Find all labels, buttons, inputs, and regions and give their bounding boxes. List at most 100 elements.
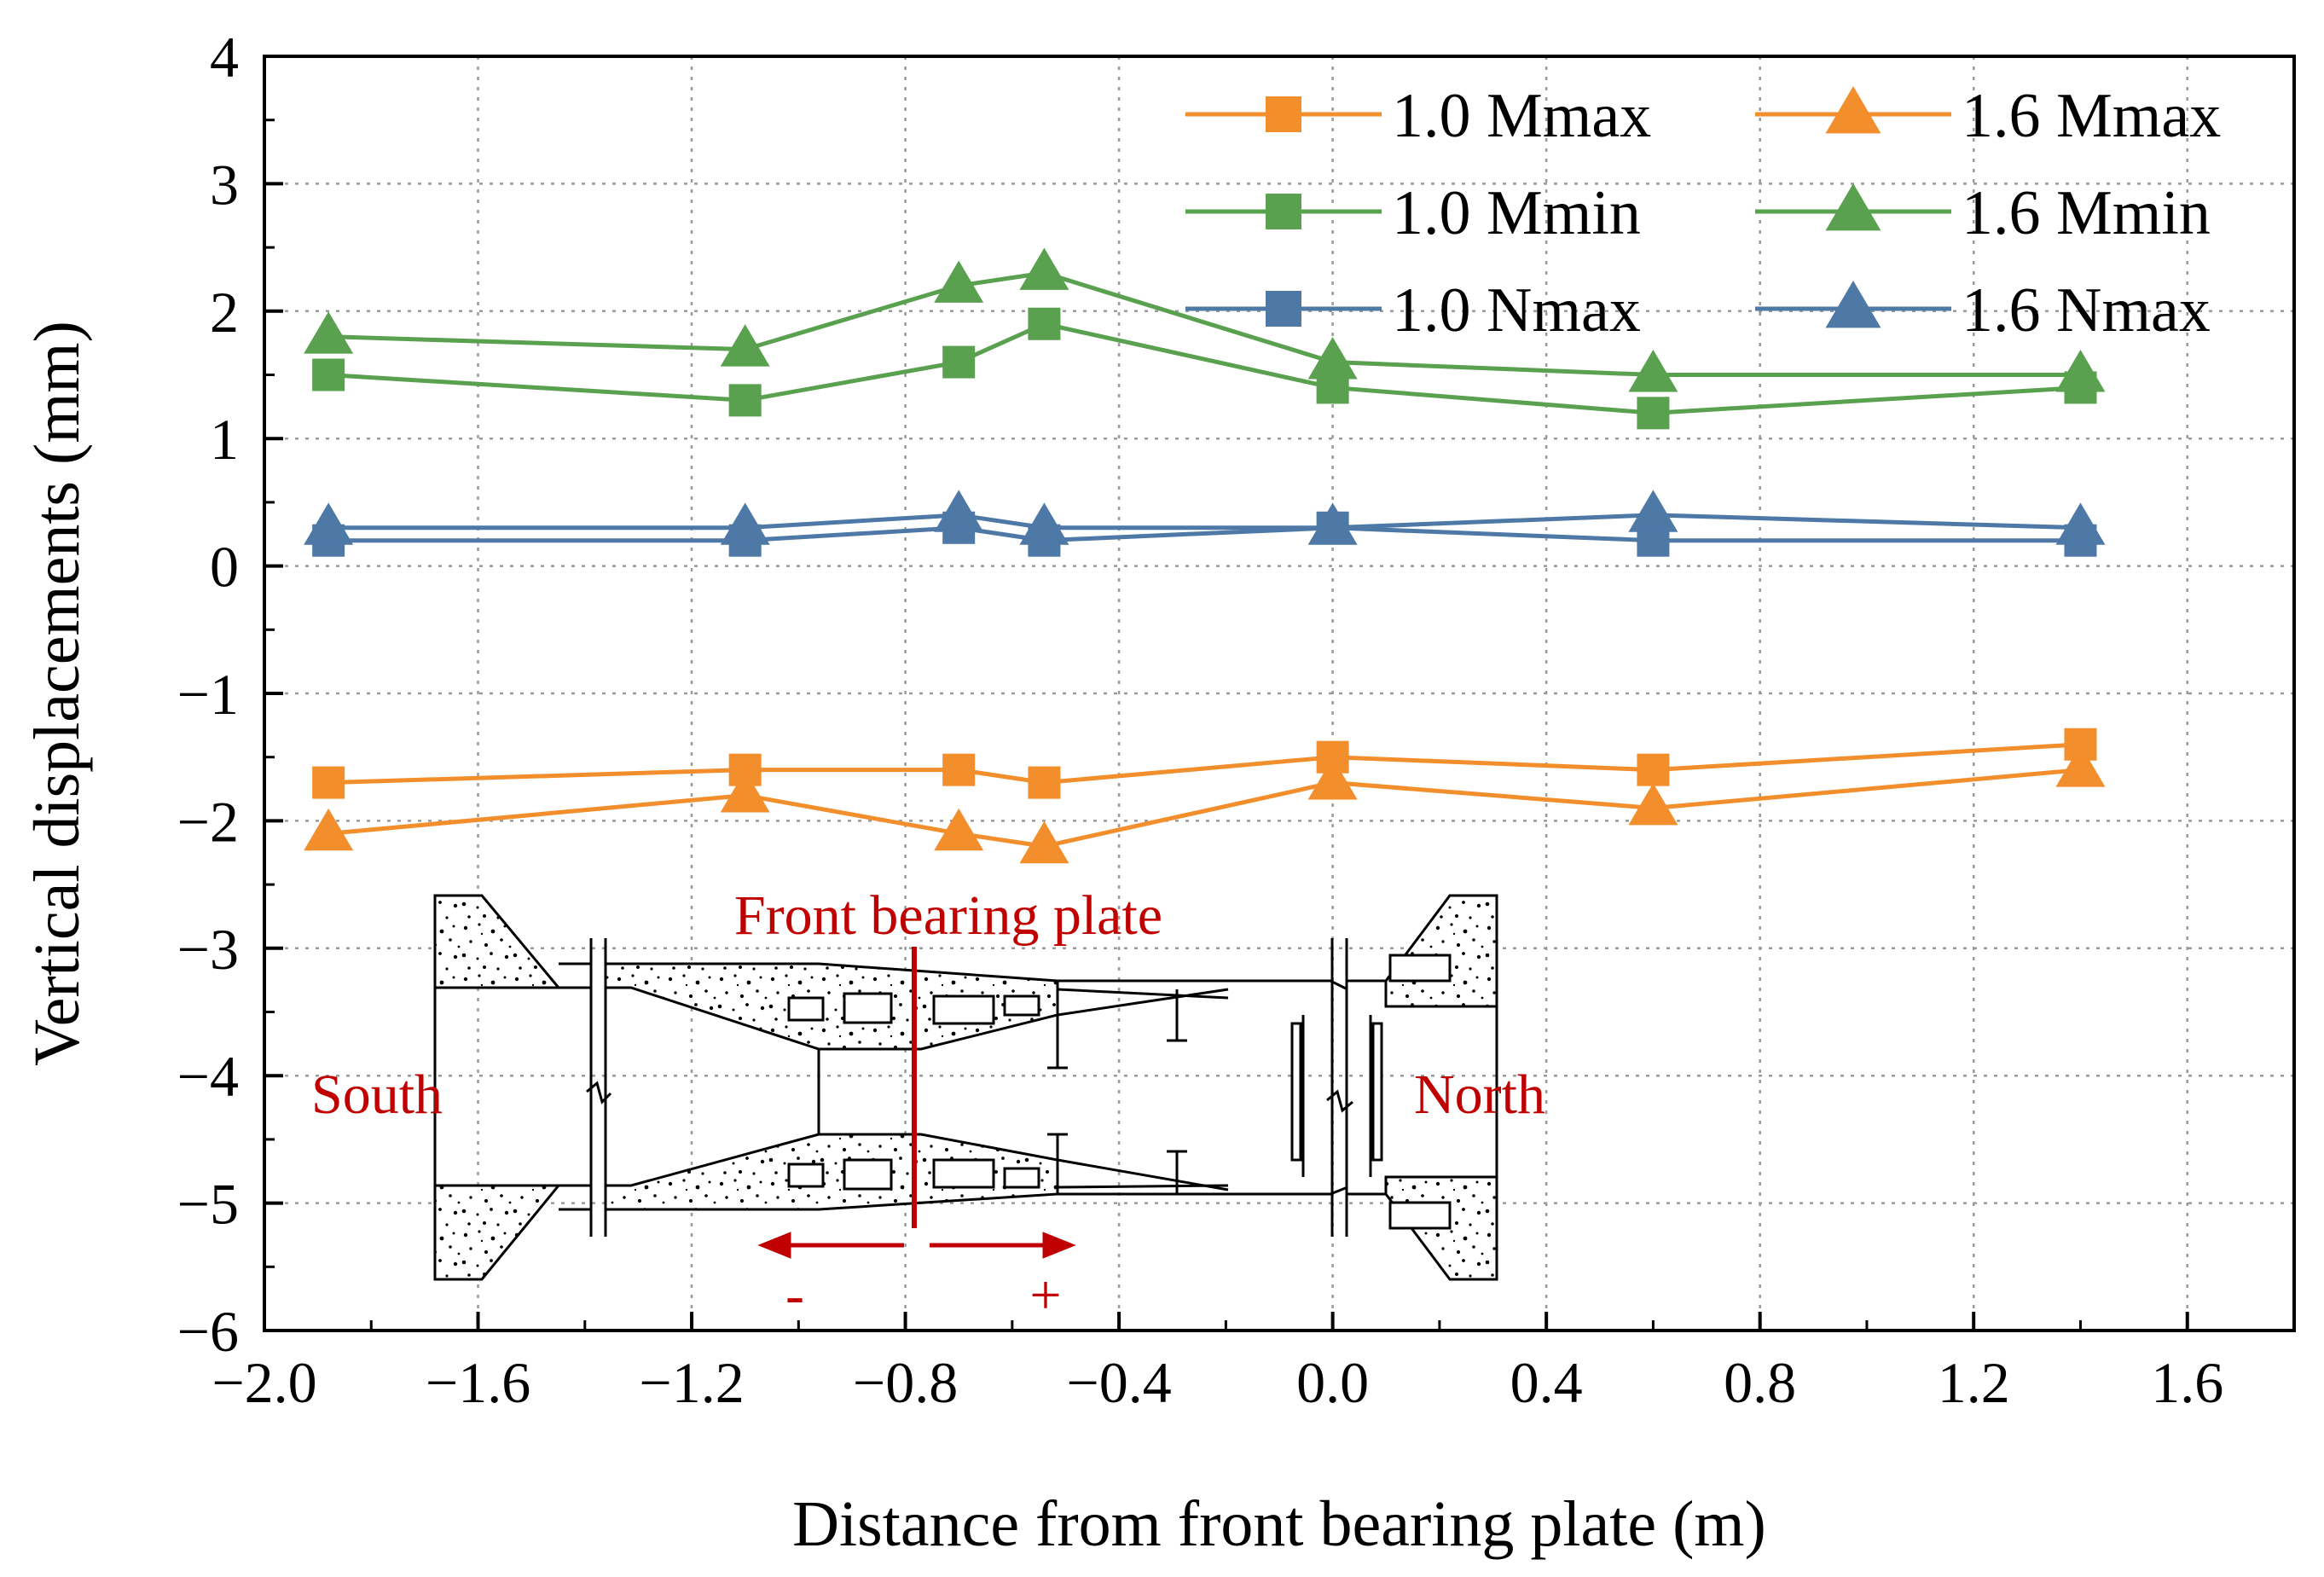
data-point bbox=[934, 490, 984, 532]
x-tick-label: −0.4 bbox=[1066, 1350, 1171, 1415]
legend-label: 1.0 Mmin bbox=[1392, 178, 1641, 248]
steel-girder-upper bbox=[1058, 979, 1348, 991]
data-point bbox=[1019, 820, 1069, 864]
legend-marker bbox=[1825, 183, 1881, 231]
data-point bbox=[1637, 397, 1670, 430]
data-point bbox=[1019, 502, 1069, 545]
concrete-wedge-upper bbox=[604, 962, 1059, 1051]
south-end-block-top bbox=[433, 894, 562, 989]
data-point bbox=[942, 753, 976, 786]
x-tick-label: 1.2 bbox=[1938, 1350, 2010, 1415]
legend-marker bbox=[1266, 291, 1301, 327]
data-point bbox=[304, 502, 354, 545]
series-1_6-nmax bbox=[304, 490, 2106, 545]
south-break-zigzag bbox=[586, 1081, 612, 1104]
data-point bbox=[720, 770, 770, 813]
legend-label: 1.6 Nmax bbox=[1962, 275, 2211, 345]
data-point bbox=[312, 766, 345, 799]
cell-void-1 bbox=[787, 996, 825, 1022]
y-tick-label: 3 bbox=[210, 152, 239, 217]
data-point bbox=[2055, 350, 2106, 392]
data-point bbox=[934, 260, 984, 303]
y-tick-label: 0 bbox=[210, 535, 239, 600]
steel-girder-upper-flange bbox=[1057, 988, 1229, 1017]
legend-marker bbox=[1266, 194, 1301, 229]
x-tick-label: 1.6 bbox=[2151, 1350, 2223, 1415]
legend-label: 1.0 Nmax bbox=[1392, 275, 1641, 345]
cell-void-4 bbox=[1003, 994, 1040, 1017]
cell-void-7 bbox=[932, 1158, 995, 1189]
north-label: North bbox=[1414, 1064, 1545, 1126]
north-plate-2 bbox=[1371, 1022, 1383, 1162]
y-tick-label: 1 bbox=[210, 407, 239, 472]
plus-arrow bbox=[930, 1232, 1076, 1259]
data-point bbox=[304, 808, 354, 851]
x-tick-label: 0.0 bbox=[1296, 1350, 1369, 1415]
data-point bbox=[1628, 490, 1678, 532]
legend-label: 1.6 Mmin bbox=[1962, 178, 2211, 248]
legend-label: 1.6 Mmax bbox=[1962, 81, 2221, 151]
steel-girder-upper-flange-2 bbox=[1057, 988, 1229, 1000]
data-point bbox=[2055, 502, 2106, 545]
north-bearing-top bbox=[1388, 954, 1452, 983]
data-point bbox=[1307, 502, 1358, 545]
x-tick-label: −0.8 bbox=[853, 1350, 958, 1415]
y-tick-label: 2 bbox=[210, 280, 239, 345]
cell-void-8 bbox=[1003, 1167, 1040, 1189]
series-line bbox=[328, 322, 2081, 415]
data-point bbox=[934, 808, 984, 851]
legend-marker bbox=[1266, 96, 1301, 132]
data-point bbox=[720, 324, 770, 367]
legend: 1.0 Mmax 1.6 Mmax 1.0 Mmin 1.6 Mmin 1.0 Nmax… bbox=[1185, 81, 2221, 345]
legend-label: 1.0 Mmax bbox=[1392, 81, 1651, 151]
series-1_0-mmax bbox=[312, 728, 2097, 799]
bridge-schematic-inset bbox=[433, 894, 1498, 1281]
data-point bbox=[1307, 757, 1358, 800]
series-line bbox=[328, 513, 2081, 530]
south-end-block-bottom bbox=[433, 1184, 562, 1281]
data-point bbox=[1628, 350, 1678, 392]
cell-void-5 bbox=[787, 1162, 825, 1188]
x-tick-label: 0.4 bbox=[1510, 1350, 1583, 1415]
y-axis-title: Vertical displacements (mm) bbox=[21, 321, 93, 1066]
x-axis-title: Distance from front bearing plate (m) bbox=[792, 1488, 1766, 1560]
x-tick-label: −1.6 bbox=[426, 1350, 530, 1415]
x-tick-label: 0.8 bbox=[1724, 1350, 1796, 1415]
series-line bbox=[328, 742, 2081, 786]
series-1_6-mmax bbox=[304, 745, 2106, 864]
cell-void-6 bbox=[843, 1158, 893, 1191]
data-series bbox=[304, 247, 2106, 864]
y-tick-label: −6 bbox=[177, 1299, 239, 1364]
cell-void-2 bbox=[843, 992, 893, 1024]
y-tick-label: −2 bbox=[177, 789, 239, 854]
steel-girder-lower bbox=[1058, 1186, 1348, 1196]
x-tick-label: −2.0 bbox=[212, 1350, 316, 1415]
data-point bbox=[2055, 745, 2106, 787]
x-axis-ticks: −2.0 −1.6 −1.2 −0.8 −0.4 0.0 0.4 0.8 1.2 1.6 bbox=[212, 1312, 2223, 1415]
data-point bbox=[1019, 247, 1069, 290]
data-point bbox=[728, 384, 762, 417]
data-point bbox=[942, 345, 976, 379]
data-point bbox=[1628, 783, 1678, 826]
north-break-zigzag bbox=[1326, 1089, 1353, 1113]
y-axis-ticks: −6 −5 −4 −3 −2 −1 0 1 2 3 4 bbox=[177, 25, 283, 1364]
north-plate-1 bbox=[1290, 1022, 1302, 1162]
y-tick-label: 4 bbox=[210, 25, 239, 90]
minus-label: - bbox=[785, 1264, 804, 1326]
plus-label: + bbox=[1029, 1264, 1061, 1326]
y-tick-label: −4 bbox=[177, 1044, 239, 1109]
south-label: South bbox=[311, 1064, 443, 1126]
minus-arrow bbox=[757, 1232, 904, 1259]
data-point bbox=[304, 311, 354, 354]
legend-marker bbox=[1825, 281, 1881, 328]
north-end-block-top bbox=[1384, 894, 1498, 1008]
data-point bbox=[1028, 307, 1061, 340]
legend-marker bbox=[1825, 86, 1881, 134]
data-point bbox=[720, 502, 770, 545]
y-tick-label: −3 bbox=[177, 917, 239, 982]
y-tick-label: −5 bbox=[177, 1172, 239, 1237]
series-1_6-mmin bbox=[304, 247, 2106, 392]
front-bearing-plate-label: Front bearing plate bbox=[734, 884, 1162, 947]
